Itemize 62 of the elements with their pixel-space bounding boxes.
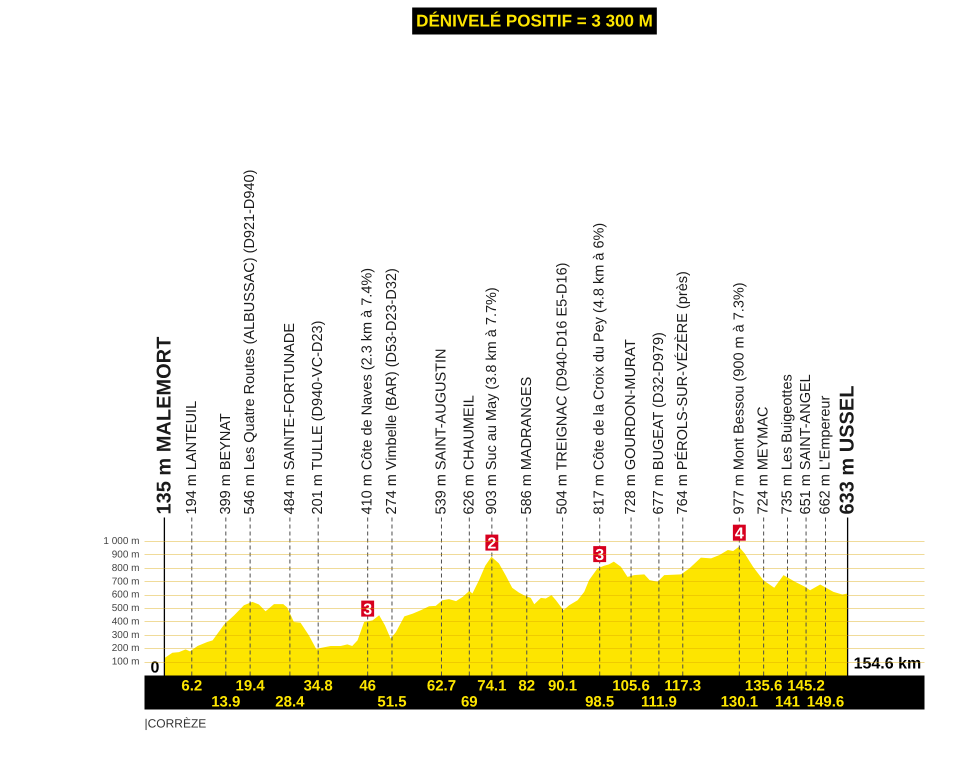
- ref-line-label: 504 m TREIGNAC (D940-D16 E5-D16): [554, 262, 571, 514]
- ref-line-label: 586 m MADRANGES: [518, 376, 535, 514]
- y-tick-label: 1 000 m: [103, 536, 140, 548]
- y-tick-label: 200 m: [112, 643, 140, 654]
- annotation: 3: [595, 547, 604, 564]
- ref-line-label: 539 m SAINT-AUGUSTIN: [433, 348, 450, 514]
- x-tick-label: 34.8: [304, 678, 333, 694]
- y-tick-label: 300 m: [112, 630, 140, 641]
- y-tick-label: 500 m: [112, 603, 140, 614]
- x2-tick-label: 130.1: [720, 694, 758, 710]
- ref-line-label: 728 m GOURDON-MURAT: [623, 339, 640, 514]
- x-tick-label: 90.1: [548, 678, 578, 694]
- x2-tick-label: 13.9: [211, 694, 240, 710]
- x-tick-label: 62.7: [426, 678, 456, 694]
- annotation: 2: [487, 536, 496, 553]
- x2-tick-label: 149.6: [806, 694, 844, 710]
- ref-line-label: 677 m BUGEAT (D32-D979): [650, 332, 667, 514]
- y-tick-label: 100 m: [112, 656, 140, 668]
- ref-line-label: 626 m CHAUMEIL: [461, 395, 478, 514]
- x-tick-label: 6.2: [181, 678, 202, 694]
- chart-title: DÉNIVELÉ POSITIF = 3 300 M: [416, 10, 653, 30]
- x2-tick-label: 111.9: [640, 694, 677, 710]
- ref-line-label: 662 m L'Empereur: [818, 396, 834, 514]
- ref-line-label: 484 m SAINTE-FORTUNADE: [282, 322, 298, 514]
- ref-line-label: 399 m BEYNAT: [218, 413, 234, 514]
- ref-line-label: 651 m SAINT-ANGEL: [798, 374, 814, 514]
- x-tick-label: 74.1: [477, 678, 506, 694]
- x-tick-label: 19.4: [236, 678, 266, 694]
- x2-tick-label: 69: [460, 694, 478, 710]
- x2-tick-label: 141: [774, 694, 800, 710]
- annotation: 0: [150, 660, 160, 676]
- y-tick-label: 400 m: [112, 616, 140, 628]
- x-tick-label: 105.6: [612, 678, 650, 694]
- y-tick-label: 700 m: [112, 576, 140, 588]
- x2-tick-label: 28.4: [275, 694, 306, 710]
- ref-line-label: 903 m Suc au May (3.8 km à 7.7%): [484, 287, 500, 514]
- annotation: 3: [363, 602, 372, 619]
- ref-line-label: 201 m TULLE (D940-VC-D23): [310, 320, 326, 514]
- ref-line-label: 194 m LANTEUIL: [184, 400, 200, 514]
- x-tick-label: 135.6: [744, 678, 782, 694]
- x-tick-label: 145.2: [787, 678, 825, 694]
- y-tick-label: 600 m: [112, 590, 140, 601]
- x2-tick-label: 98.5: [585, 694, 614, 710]
- ref-line-label: 546 m Les Quatre Routes (ALBUSSAC) (D921-D940): [242, 170, 258, 514]
- ref-line-label: 724 m MEYMAC: [756, 406, 772, 514]
- ref-line-label: 633 m USSEL: [836, 386, 859, 514]
- ref-line-label: 135 m MALEMORT: [153, 336, 176, 514]
- ref-line-label: 735 m Les Buigeottes: [780, 374, 796, 514]
- ref-line-label: 817 m Côte de la Croix du Pey (4.8 km à 6%): [592, 222, 608, 514]
- x2-tick-label: 51.5: [377, 694, 407, 710]
- ref-line-label: 764 m PÉROLS-SUR-VÉZÈRE (près): [674, 271, 691, 514]
- x-tick-label: 82: [518, 678, 536, 694]
- y-tick-label: 900 m: [112, 549, 140, 560]
- x-tick-label: 46: [359, 678, 376, 694]
- annotation: 154.6 km: [854, 656, 922, 672]
- ref-line-label: 410 m Côte de Naves (2.3 km à 7.4%): [360, 268, 376, 514]
- ref-line-label: 274 m Vimbelle (BAR) (D53-D23-D32): [384, 268, 400, 514]
- x-tick-label: 117.3: [664, 678, 702, 694]
- annotation: 4: [734, 526, 744, 543]
- text: |CORRÈZE: [144, 716, 206, 730]
- y-tick-label: 800 m: [112, 562, 140, 574]
- ref-line-label: 977 m Mont Bessou (900 m à 7.3%): [731, 282, 748, 514]
